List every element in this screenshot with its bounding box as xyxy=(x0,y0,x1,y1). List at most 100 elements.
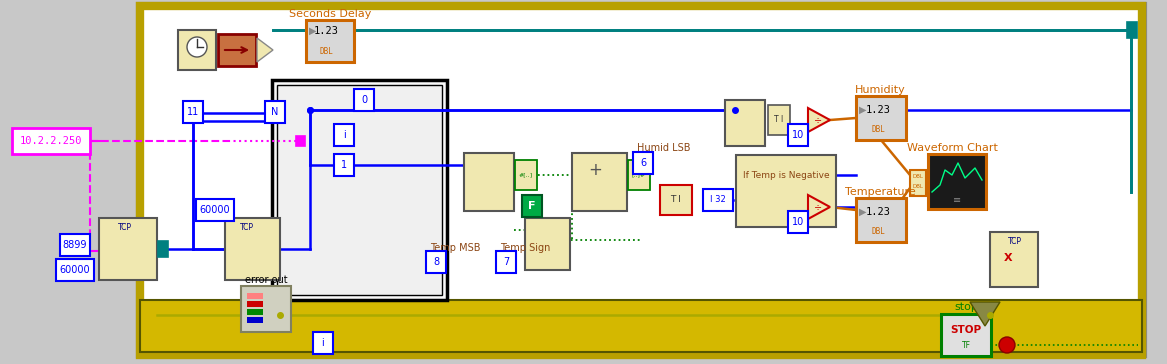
Text: 6: 6 xyxy=(640,158,647,168)
Bar xyxy=(242,286,291,332)
Text: ÷: ÷ xyxy=(813,202,822,212)
Text: F: F xyxy=(529,201,536,211)
Bar xyxy=(140,6,1142,355)
Bar xyxy=(138,4,1145,356)
Text: STOP: STOP xyxy=(950,325,981,335)
Text: stop: stop xyxy=(955,302,978,312)
Text: TCP: TCP xyxy=(1008,237,1022,246)
Bar xyxy=(12,128,90,154)
Bar xyxy=(941,314,991,356)
Bar xyxy=(140,300,1142,352)
Circle shape xyxy=(999,337,1015,353)
Text: #[..]: #[..] xyxy=(519,173,533,178)
Bar xyxy=(725,100,766,146)
Text: 8899: 8899 xyxy=(63,240,88,250)
Text: DBL: DBL xyxy=(871,126,885,135)
Bar xyxy=(334,124,354,146)
Text: DBL: DBL xyxy=(913,174,923,179)
Bar xyxy=(628,160,650,190)
Text: N: N xyxy=(271,107,279,117)
Text: 60000: 60000 xyxy=(60,265,90,275)
Bar xyxy=(225,218,280,280)
Text: 1.23: 1.23 xyxy=(866,207,890,217)
Bar xyxy=(661,185,692,215)
Text: 60000: 60000 xyxy=(200,205,230,215)
Bar xyxy=(354,89,373,111)
Text: Seconds Delay: Seconds Delay xyxy=(288,9,371,19)
Bar xyxy=(265,101,285,123)
Text: DBL: DBL xyxy=(319,47,333,56)
Bar xyxy=(910,170,925,196)
Text: 1.23: 1.23 xyxy=(314,26,338,36)
Bar xyxy=(247,309,263,315)
Bar xyxy=(736,155,836,227)
Text: Waveform Chart: Waveform Chart xyxy=(907,143,998,153)
Polygon shape xyxy=(808,195,830,219)
Text: 10: 10 xyxy=(792,130,804,140)
Bar xyxy=(218,34,256,66)
Text: 8: 8 xyxy=(433,257,439,267)
Text: ▶: ▶ xyxy=(859,207,867,217)
Text: I 32: I 32 xyxy=(711,195,726,205)
Text: Temp MSB: Temp MSB xyxy=(429,243,481,253)
Bar xyxy=(990,232,1037,287)
Bar xyxy=(196,199,233,221)
Bar xyxy=(247,293,263,299)
Bar xyxy=(247,317,263,323)
Polygon shape xyxy=(257,38,273,62)
Text: 7: 7 xyxy=(503,257,509,267)
Bar xyxy=(277,85,442,295)
Text: i: i xyxy=(343,130,345,140)
Text: X: X xyxy=(1004,253,1012,263)
Bar xyxy=(158,241,168,257)
Text: T I: T I xyxy=(775,115,783,124)
Text: Humidity: Humidity xyxy=(854,85,906,95)
Text: error out: error out xyxy=(245,275,287,285)
Bar xyxy=(857,96,906,140)
Text: ▶: ▶ xyxy=(309,26,316,36)
Text: i: i xyxy=(322,338,324,348)
Text: TCP: TCP xyxy=(118,223,132,233)
Text: 10.2.2.250: 10.2.2.250 xyxy=(20,136,82,146)
Bar xyxy=(788,124,808,146)
Bar xyxy=(1127,22,1137,38)
Text: 10: 10 xyxy=(792,217,804,227)
Text: ≡: ≡ xyxy=(953,195,962,205)
Bar xyxy=(515,160,537,190)
Bar xyxy=(296,136,305,146)
Bar xyxy=(60,234,90,256)
Bar xyxy=(183,101,203,123)
Bar xyxy=(703,189,733,211)
Bar xyxy=(768,105,790,135)
Bar xyxy=(496,251,516,273)
Bar xyxy=(99,218,158,280)
Circle shape xyxy=(187,37,207,57)
Polygon shape xyxy=(808,108,830,132)
Text: [..]#: [..]# xyxy=(633,173,647,178)
Text: Humid LSB: Humid LSB xyxy=(637,143,691,153)
Text: +: + xyxy=(588,161,602,179)
Bar xyxy=(788,211,808,233)
Text: If Temp is Negative: If Temp is Negative xyxy=(742,170,830,179)
Text: TF: TF xyxy=(962,341,971,351)
Text: DBL: DBL xyxy=(913,183,923,189)
Bar xyxy=(334,154,354,176)
Text: ▶: ▶ xyxy=(859,105,867,115)
Text: 1: 1 xyxy=(341,160,347,170)
Text: 11: 11 xyxy=(187,107,200,117)
Text: Temp Sign: Temp Sign xyxy=(499,243,551,253)
Bar xyxy=(857,198,906,242)
Polygon shape xyxy=(970,302,1000,326)
Bar xyxy=(247,301,263,307)
Bar xyxy=(179,30,216,70)
Text: Temperature: Temperature xyxy=(845,187,915,197)
Bar xyxy=(272,80,447,300)
Text: 1.23: 1.23 xyxy=(866,105,890,115)
Text: 0: 0 xyxy=(361,95,368,105)
Bar xyxy=(572,153,627,211)
Text: T I: T I xyxy=(671,195,682,205)
Text: DBL: DBL xyxy=(871,228,885,237)
Text: TCP: TCP xyxy=(240,223,254,233)
Bar xyxy=(313,332,333,354)
Bar xyxy=(306,20,354,62)
